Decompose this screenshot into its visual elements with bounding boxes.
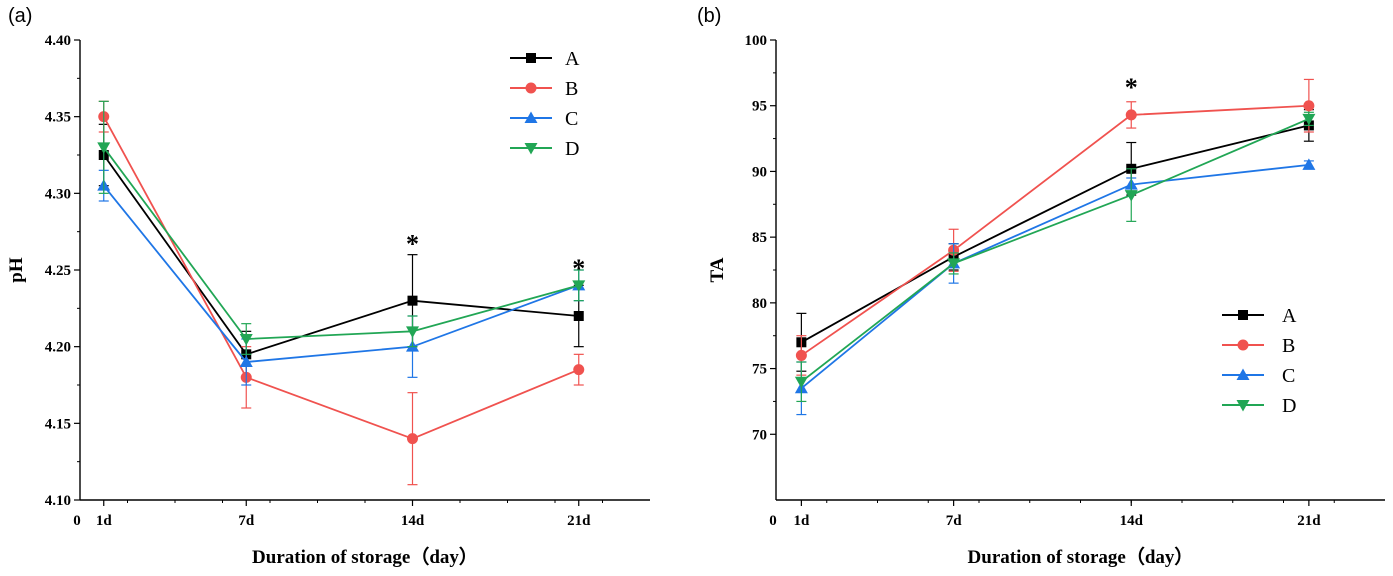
legend-marker (524, 111, 538, 123)
y-tick-label: 85 (752, 230, 767, 246)
data-point (573, 311, 584, 321)
legend-marker (1238, 310, 1248, 320)
legend-item-C: C (1222, 365, 1295, 387)
data-point (407, 295, 418, 306)
y-tick-label: 4.35 (45, 110, 71, 126)
data-point (239, 355, 253, 367)
legend-marker (526, 53, 536, 63)
legend-item-C: C (510, 108, 578, 130)
series-line (800, 124, 1310, 344)
data-point (1302, 158, 1316, 170)
legend-item-A: A (1222, 305, 1297, 327)
series-B (795, 78, 1315, 376)
data-point (947, 258, 961, 270)
significance-star: * (1125, 73, 1138, 102)
chart-panel-0: (a) 4.10 4.15 4.20 4.25 4.30 4.35 4.40 0 1d 7d 14d 2… (6, 5, 650, 568)
legend-marker (525, 82, 537, 94)
x-axis-title: Duration of storage（day） (968, 545, 1194, 568)
legend-item-A: A (510, 48, 580, 70)
legend-marker (1237, 339, 1249, 351)
data-point (572, 280, 586, 292)
series-line (102, 116, 580, 440)
y-tick-label: 4.30 (45, 186, 71, 202)
legend-label: B (565, 78, 578, 100)
x-tick-label: 14d (401, 513, 425, 529)
x-origin-label: 0 (769, 513, 777, 529)
y-tick-label: 75 (752, 362, 767, 378)
legend-item-D: D (510, 138, 579, 160)
legend-label: A (1282, 305, 1297, 327)
y-tick-label: 4.15 (45, 416, 71, 432)
x-tick-label: 1d (793, 513, 810, 529)
data-point (1125, 109, 1137, 121)
series-line (800, 118, 1310, 383)
y-tick-label: 95 (752, 99, 767, 115)
series-line (800, 104, 1309, 357)
legend-label: D (1282, 395, 1296, 417)
y-tick-label: 100 (745, 33, 768, 49)
series-B (98, 100, 585, 486)
data-point (407, 433, 418, 445)
y-tick-label: 4.10 (45, 493, 71, 509)
series-C (794, 158, 1316, 416)
series-line (103, 185, 580, 363)
series-D (794, 111, 1316, 403)
series-D (97, 100, 586, 355)
y-tick-label: 80 (752, 296, 767, 312)
legend-item-B: B (510, 78, 578, 100)
legend-item-D: D (1222, 395, 1296, 417)
legend-label: D (565, 138, 579, 160)
legend-label: A (565, 48, 580, 70)
x-tick-label: 21d (567, 513, 591, 529)
chart-panel-1: (b) 70 75 80 85 90 95 100 0 1d 7d 14d 21d Duration of… (697, 5, 1385, 568)
panel-label: (a) (8, 5, 32, 27)
data-point (794, 376, 808, 389)
series-A (796, 109, 1314, 372)
y-tick-label: 4.40 (45, 33, 71, 49)
x-tick-label: 1d (96, 513, 113, 529)
data-point (1302, 113, 1316, 126)
panel-label: (b) (697, 5, 721, 27)
legend-label: B (1282, 335, 1295, 357)
y-tick-label: 70 (752, 427, 767, 443)
series-A (98, 123, 584, 378)
y-tick-label: 4.25 (45, 263, 71, 279)
data-point (573, 364, 585, 376)
data-point (406, 326, 419, 338)
data-point (239, 334, 253, 346)
legend-item-B: B (1222, 335, 1295, 357)
data-point (795, 349, 807, 361)
significance-star: * (572, 254, 585, 283)
x-axis-title: Duration of storage（day） (252, 545, 478, 568)
x-tick-label: 21d (1297, 513, 1321, 529)
x-tick-label: 7d (238, 513, 255, 529)
series-line (103, 154, 579, 356)
significance-star: * (406, 229, 419, 258)
series-line (800, 163, 1309, 389)
y-axis-title: pH (6, 257, 27, 283)
legend-label: C (565, 108, 578, 130)
data-point (97, 142, 111, 154)
x-tick-label: 7d (946, 513, 963, 529)
series-C (97, 169, 586, 386)
data-point (1124, 190, 1138, 202)
x-origin-label: 0 (73, 513, 81, 529)
y-axis-title: TA (707, 257, 728, 282)
x-tick-label: 14d (1120, 513, 1144, 529)
series-line (103, 146, 579, 340)
y-tick-label: 4.20 (45, 340, 71, 356)
legend-marker (1236, 400, 1250, 412)
legend-marker (1236, 368, 1250, 380)
legend-marker (524, 143, 538, 155)
data-point (1303, 100, 1315, 112)
legend-label: C (1282, 365, 1295, 387)
y-tick-label: 90 (752, 164, 767, 180)
